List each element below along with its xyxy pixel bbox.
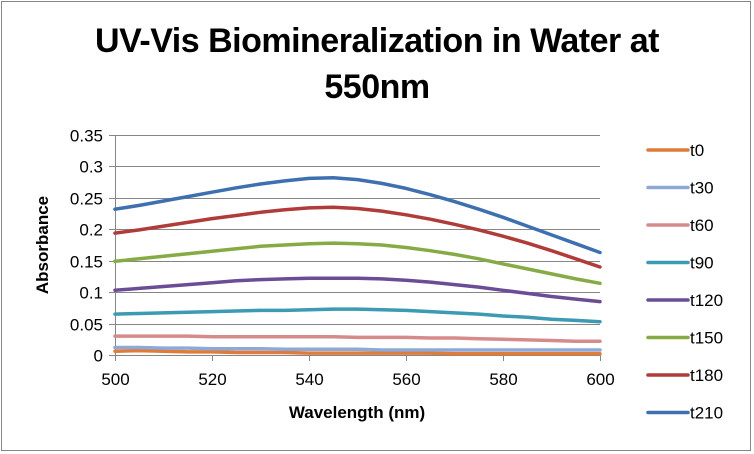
y-tick-label: 0.05	[70, 316, 103, 335]
x-tick-label: 560	[392, 370, 420, 389]
series-line-t60	[113, 334, 602, 343]
chart-title-line-2: 550nm	[324, 68, 430, 106]
legend-label-t0: t0	[690, 141, 704, 160]
legend-label-t60: t60	[690, 216, 714, 235]
series-line-t90	[113, 307, 602, 324]
series-line-t30	[113, 345, 602, 352]
legend-label-t150: t150	[690, 329, 723, 348]
y-tick-label: 0	[94, 347, 103, 366]
legend: t0 t30 t60 t90 t120 t150 t180 t210	[646, 141, 723, 423]
legend-label-t180: t180	[690, 366, 723, 385]
x-axis-label: Wavelength (nm)	[289, 403, 425, 422]
x-tick-label: 540	[295, 370, 323, 389]
x-tick-labels: 500 520 540 560 580 600	[101, 370, 614, 389]
axes	[109, 135, 601, 361]
series-lines	[113, 175, 602, 356]
series-line-t150	[113, 241, 602, 286]
legend-label-t90: t90	[690, 254, 714, 273]
legend-label-t210: t210	[690, 404, 723, 423]
y-tick-label: 0.1	[79, 284, 103, 303]
x-tick-label: 600	[586, 370, 614, 389]
x-tick-label: 580	[489, 370, 517, 389]
series-line-t210	[113, 175, 602, 255]
y-tick-label: 0.35	[70, 127, 103, 146]
x-tick-label: 520	[198, 370, 226, 389]
series-line-t0	[113, 348, 602, 356]
series-line-t120	[113, 276, 602, 304]
series-line-t180	[113, 205, 602, 269]
chart-title-line-1: UV-Vis Biomineralization in Water at	[95, 22, 659, 60]
y-tick-label: 0.3	[79, 158, 103, 177]
y-tick-label: 0.2	[79, 221, 103, 240]
x-tick-label: 500	[101, 370, 129, 389]
gridlines	[115, 135, 600, 325]
legend-label-t30: t30	[690, 179, 714, 198]
y-tick-labels: 0 0.05 0.1 0.15 0.2 0.25 0.3 0.35	[70, 127, 103, 366]
y-tick-label: 0.25	[70, 190, 103, 209]
legend-label-t120: t120	[690, 291, 723, 310]
y-tick-label: 0.15	[70, 253, 103, 272]
chart-title: UV-Vis Biomineralization in Water at 550…	[0, 18, 754, 110]
y-axis-label: Absorbance	[33, 196, 52, 294]
